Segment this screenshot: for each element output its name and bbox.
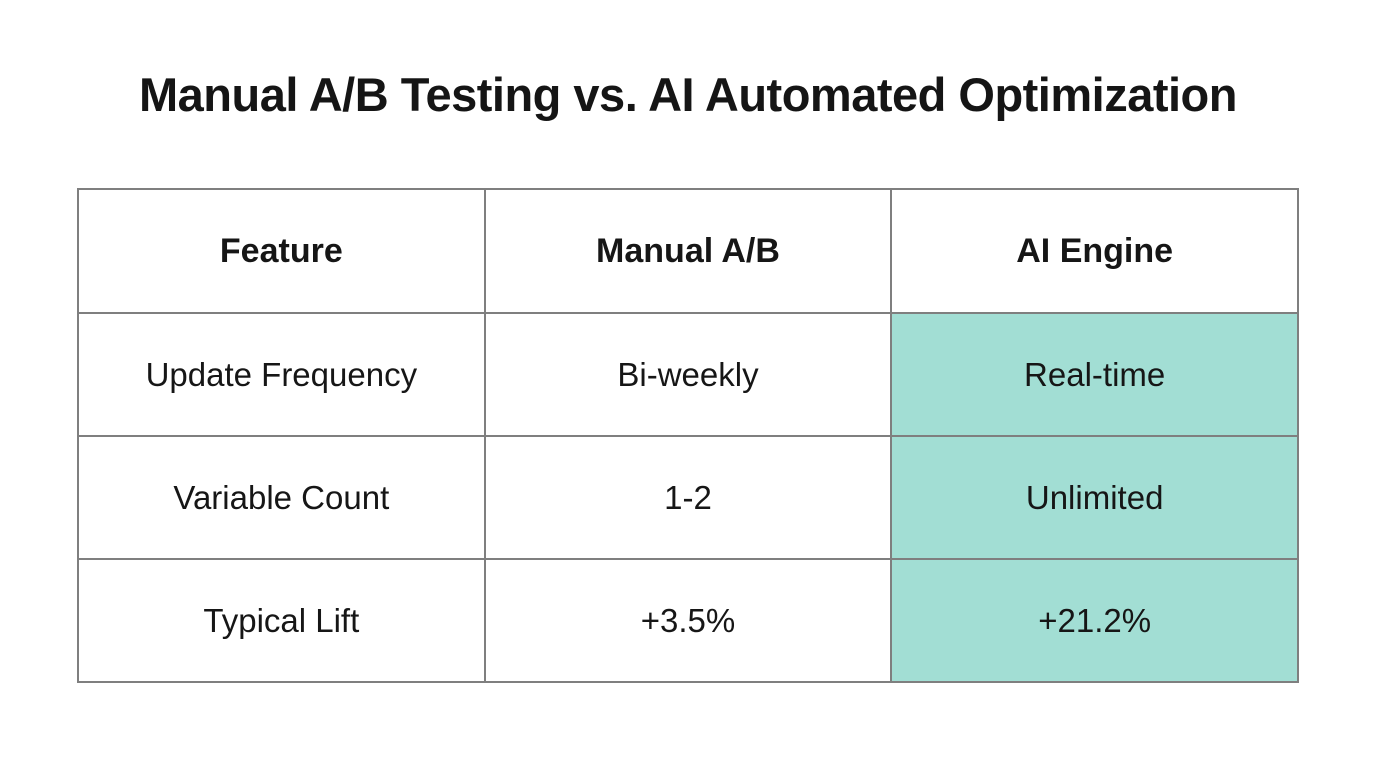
ai-engine-cell: Unlimited (890, 435, 1299, 560)
table-row: Update Frequency Bi-weekly Real-time (77, 312, 1299, 437)
page-title: Manual A/B Testing vs. AI Automated Opti… (139, 68, 1237, 121)
table-row: Typical Lift +3.5% +21.2% (77, 558, 1299, 683)
header-row: Feature Manual A/B AI Engine (77, 188, 1299, 314)
table-row: Variable Count 1-2 Unlimited (77, 435, 1299, 560)
ai-engine-cell: +21.2% (890, 558, 1299, 683)
comparison-table: Feature Manual A/B AI Engine Update Freq… (77, 188, 1299, 683)
manual-ab-cell: +3.5% (483, 558, 893, 683)
manual-ab-cell: 1-2 (483, 435, 893, 560)
ai-engine-cell: Real-time (890, 312, 1299, 437)
feature-cell: Variable Count (77, 435, 486, 560)
column-header-feature: Feature (77, 188, 486, 314)
manual-ab-cell: Bi-weekly (483, 312, 893, 437)
column-header-manual-ab: Manual A/B (483, 188, 893, 314)
feature-cell: Update Frequency (77, 312, 486, 437)
column-header-ai-engine: AI Engine (890, 188, 1299, 314)
feature-cell: Typical Lift (77, 558, 486, 683)
